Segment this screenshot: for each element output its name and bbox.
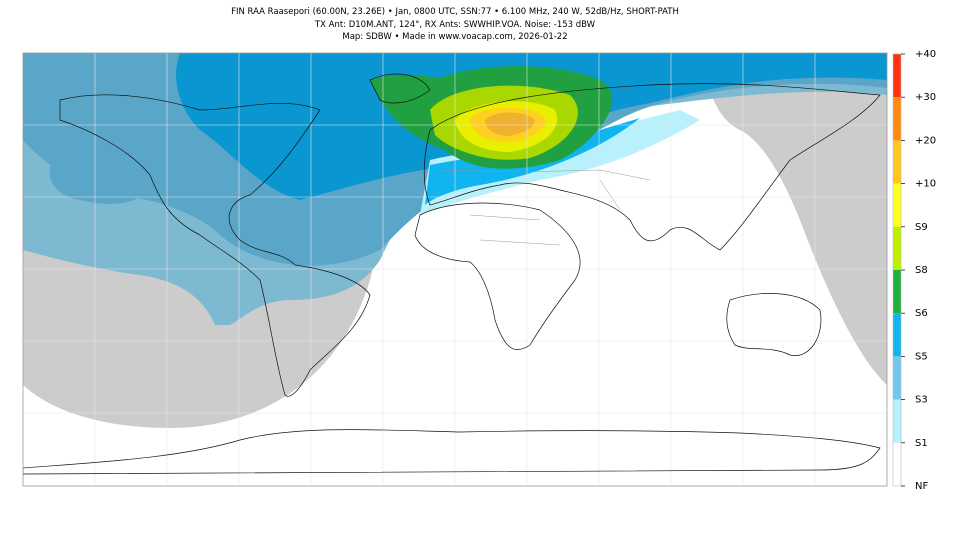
colorbar-label: S9 <box>915 222 928 233</box>
coverage-20 <box>485 112 535 136</box>
colorbar-label: S1 <box>915 438 928 449</box>
colorbar-segment <box>893 226 901 270</box>
colorbar-segment <box>893 399 901 443</box>
colorbar: +40 +30 +20 +10 S9 S8 S6 S5 S3 S1 NF <box>892 49 936 492</box>
colorbar-label: S8 <box>915 265 928 276</box>
colorbar-segment <box>893 313 901 357</box>
colorbar-segment <box>893 270 901 314</box>
map <box>22 52 888 487</box>
title-line: FIN RAA Raasepori (60.00N, 23.26E) • Jan… <box>231 7 679 17</box>
coastlines <box>23 73 881 475</box>
colorbar-label: S5 <box>915 351 928 362</box>
colorbar-segment <box>893 356 901 400</box>
colorbar-segment <box>893 54 901 98</box>
colorbar-label: +40 <box>915 49 936 60</box>
colorbar-label: NF <box>915 481 928 492</box>
map-frame <box>22 52 888 487</box>
colorbar-label: +10 <box>915 179 936 190</box>
colorbar-segment <box>893 140 901 184</box>
colorbar-segment <box>893 442 901 486</box>
colorbar-label: S3 <box>915 395 928 406</box>
colorbar-label: +20 <box>915 135 936 146</box>
coverage-s4 <box>49 147 150 204</box>
title-line: Map: SDBW • Made in www.voacap.com, 2026… <box>342 32 567 42</box>
colorbar-label: S6 <box>915 308 928 319</box>
colorbar-label: +30 <box>915 92 936 103</box>
title-line: TX Ant: D10M.ANT, 124°, RX Ants: SWWHIP.… <box>314 20 596 30</box>
colorbar-segment <box>893 183 901 227</box>
night-area <box>700 53 887 385</box>
colorbar-segment <box>893 97 901 141</box>
